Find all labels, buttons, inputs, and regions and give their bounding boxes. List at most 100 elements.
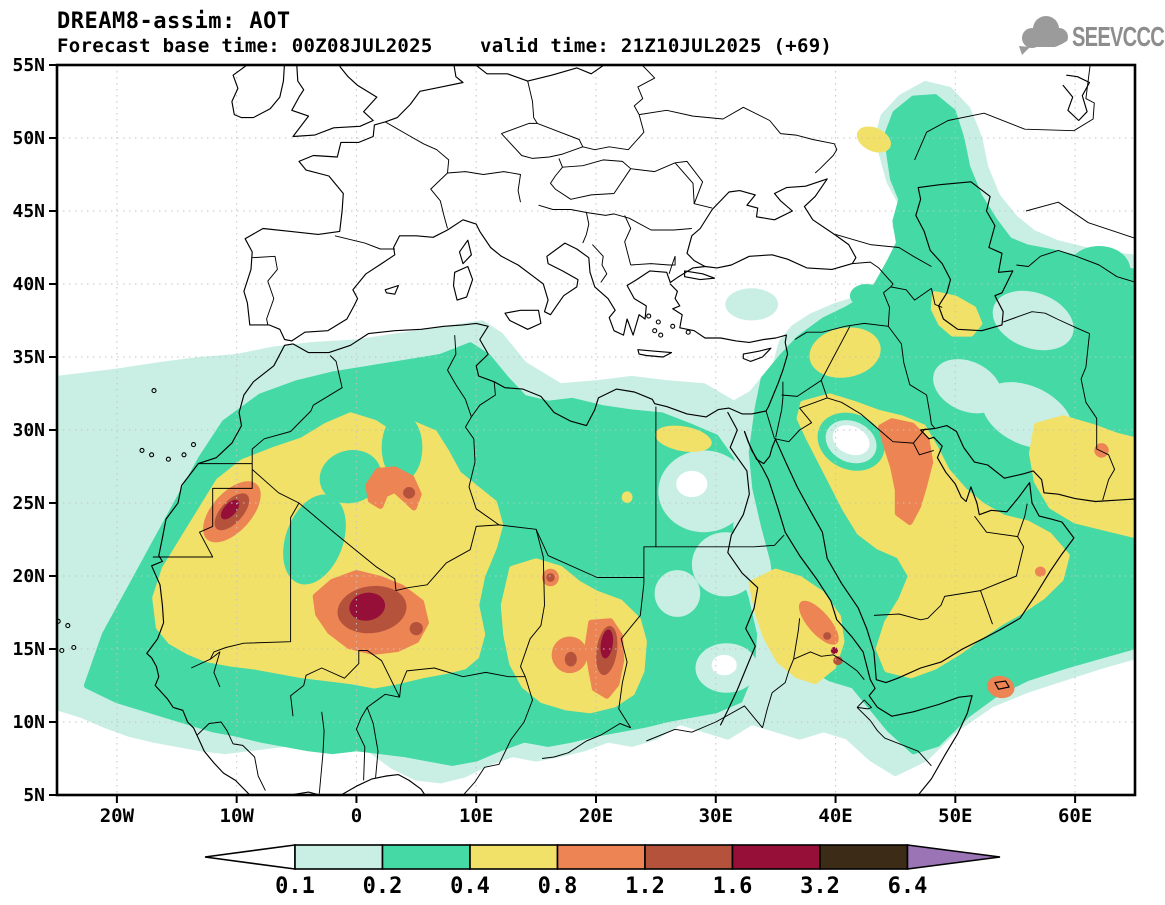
coastline-red-sea-west-somalia bbox=[743, 430, 973, 795]
island-aegean-island bbox=[670, 323, 676, 329]
country-border bbox=[827, 397, 926, 444]
x-axis-label: 10E bbox=[459, 805, 493, 827]
country-border bbox=[152, 463, 253, 558]
coastline-sinai-gulfs bbox=[743, 430, 777, 465]
map-region-aot-ge-1.2-eritrea-dot2 bbox=[833, 656, 843, 666]
island-aegean-island bbox=[652, 328, 658, 334]
colorbar-cell-maroon bbox=[731, 844, 821, 870]
map-region-aot-ge-0.8-oman-dot bbox=[1035, 566, 1046, 577]
map-region-patch-cyan-turkmen bbox=[992, 290, 1074, 351]
country-border bbox=[912, 442, 934, 456]
country-border bbox=[624, 215, 632, 266]
logo-text: SEEVCCC bbox=[1072, 21, 1165, 52]
country-border bbox=[366, 693, 400, 778]
map-region-patch-cyan-sudan-w bbox=[654, 570, 701, 617]
coastline-socotra bbox=[994, 680, 1010, 690]
island-aegean-island bbox=[646, 313, 652, 319]
y-axis-label: 30N bbox=[12, 420, 45, 441]
coastline-corsica bbox=[458, 239, 472, 265]
country-border bbox=[1016, 249, 1135, 283]
country-border bbox=[869, 720, 932, 767]
map-region-aot-ge-0.4-caspian-nw bbox=[856, 126, 891, 153]
map-region-aot-ge-0.4-egypt-streak bbox=[655, 425, 712, 452]
chart-subtitle-base-time: Forecast base time: 00Z08JUL2025 bbox=[57, 35, 433, 57]
map-region-aot-ge-1.6-eritrea-dot bbox=[830, 647, 839, 654]
country-border bbox=[775, 379, 828, 443]
x-axis-label: 30E bbox=[699, 805, 733, 827]
country-border bbox=[856, 699, 872, 710]
map-region-aot-ge-1.6-mali bbox=[349, 592, 386, 621]
x-axis-label: 50E bbox=[938, 805, 972, 827]
map-region-aot-ge-0.4-egypt-dot bbox=[621, 491, 633, 504]
country-border bbox=[196, 721, 234, 745]
map-plot bbox=[55, 63, 1137, 797]
country-border bbox=[464, 381, 500, 526]
country-border bbox=[674, 162, 695, 204]
coastline-crete bbox=[637, 349, 673, 358]
country-border bbox=[520, 529, 545, 677]
x-axis-label: 60E bbox=[1058, 805, 1092, 827]
country-border bbox=[586, 212, 692, 231]
island-canary-island bbox=[165, 456, 171, 462]
coastline-ural-river-ne bbox=[1062, 74, 1091, 122]
country-border bbox=[384, 121, 450, 174]
country-border bbox=[1025, 201, 1135, 239]
country-border bbox=[980, 590, 993, 625]
country-border bbox=[334, 235, 395, 250]
country-border bbox=[835, 233, 932, 267]
map-region-aot-ge-0.4-caspian-s bbox=[930, 291, 983, 337]
coastline-nile-river bbox=[720, 411, 759, 726]
coastline-baltic-coast bbox=[474, 65, 606, 82]
country-border bbox=[655, 534, 785, 548]
map-region-aot-ge-0.4-iran-pak bbox=[1029, 415, 1135, 539]
country-border bbox=[887, 326, 936, 429]
island-aegean-island bbox=[655, 319, 661, 325]
island-canary-island bbox=[139, 447, 145, 453]
map-region-aot-ge-1.2-niger-dot bbox=[546, 573, 555, 582]
country-border bbox=[775, 381, 784, 438]
country-border bbox=[430, 172, 448, 229]
colorbar-cell-teal bbox=[381, 844, 471, 870]
x-axis-label: 20E bbox=[579, 805, 613, 827]
colorbar-label: 3.2 bbox=[800, 874, 840, 899]
map-region-hole-teal-sahara-1 bbox=[283, 494, 346, 585]
country-border bbox=[550, 158, 632, 200]
coastline-ireland bbox=[231, 65, 285, 119]
country-border bbox=[191, 502, 300, 669]
colorbar-label: 0.2 bbox=[363, 874, 403, 899]
country-border bbox=[974, 515, 1018, 538]
country-border bbox=[251, 355, 343, 464]
y-axis-label: 40N bbox=[12, 274, 45, 295]
country-border bbox=[1080, 333, 1116, 501]
coastline-cyprus bbox=[742, 347, 772, 362]
map-region-aot-ge-0.8-algeria-arc bbox=[365, 466, 422, 511]
map-region-patch-white-sudan-mid bbox=[711, 654, 737, 676]
y-axis-label: 45N bbox=[12, 201, 45, 222]
map-region-aot-ge-1.6-wsahara bbox=[220, 499, 240, 520]
country-border bbox=[399, 667, 526, 698]
y-axis-label: 50N bbox=[12, 128, 45, 149]
country-border bbox=[527, 80, 538, 124]
aot-field-layer bbox=[57, 81, 1135, 784]
coastline-europe-atlantic-med bbox=[243, 65, 706, 342]
map-region-patch-teal-ne-corner bbox=[1068, 246, 1131, 293]
colorbar-label: 6.4 bbox=[888, 874, 928, 899]
island-cape-verde-island bbox=[65, 623, 71, 629]
country-border bbox=[1003, 311, 1090, 335]
colorbar-right-arrow bbox=[906, 844, 1001, 870]
colorbar-label: 0.4 bbox=[450, 874, 490, 899]
colorbar-cell-cyan bbox=[294, 844, 384, 870]
country-border bbox=[252, 255, 278, 325]
colorbar-label: 1.6 bbox=[713, 874, 753, 899]
colorbar-cell-orange bbox=[556, 844, 646, 870]
country-border bbox=[793, 651, 865, 681]
country-border bbox=[582, 114, 645, 151]
country-border bbox=[233, 743, 266, 791]
chart-title: DREAM8-assim: AOT bbox=[57, 9, 291, 34]
x-axis-label: 0 bbox=[351, 805, 362, 827]
y-axis-label: 55N bbox=[12, 55, 45, 76]
map-region-aot-ge-0.8-saudi bbox=[878, 418, 934, 525]
coastline-sardinia bbox=[452, 265, 474, 301]
map-region-hole-teal-sahara-2 bbox=[319, 450, 382, 504]
country-border bbox=[318, 711, 325, 794]
